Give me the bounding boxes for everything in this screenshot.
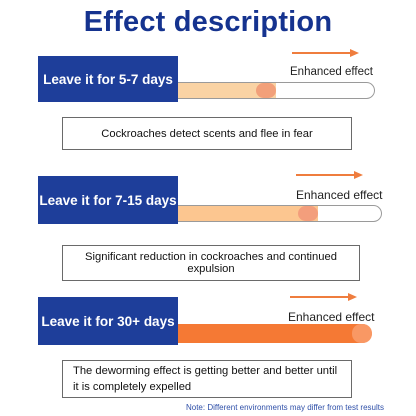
description-text: Significant reduction in cockroaches and… (85, 251, 337, 275)
enhanced-effect-label: Enhanced effect (290, 66, 373, 78)
description-text-line-1: The deworming effect is getting better a… (73, 365, 338, 377)
description-text-line-2: it is completely expelled (73, 381, 192, 393)
arrow-right-icon (292, 49, 359, 57)
effect-bar-knob (298, 206, 318, 221)
effect-bar (170, 205, 382, 222)
duration-label: Leave it for 30+ days (38, 297, 178, 345)
arrow-right-icon (296, 171, 363, 179)
footnote: Note: Different environments may differ … (185, 403, 384, 412)
effect-bar (170, 82, 375, 99)
effect-bar (170, 324, 372, 343)
duration-label: Leave it for 5-7 days (38, 56, 178, 102)
duration-label: Leave it for 7-15 days (38, 176, 178, 224)
effect-description: Significant reduction in cockroaches and… (62, 245, 360, 281)
effect-bar-fill (170, 324, 372, 343)
effect-bar-knob (256, 83, 276, 98)
effect-description: The deworming effect is getting better a… (62, 360, 352, 398)
effect-bar-fill (170, 83, 276, 98)
effect-bar-fill (170, 206, 318, 221)
description-text: Cockroaches detect scents and flee in fe… (101, 127, 313, 140)
effect-bar-knob (352, 324, 372, 343)
arrow-right-icon (290, 293, 357, 301)
enhanced-effect-label: Enhanced effect (288, 310, 375, 324)
page-title: Effect description (83, 6, 333, 38)
enhanced-effect-label: Enhanced effect (296, 188, 383, 202)
effect-description: Cockroaches detect scents and flee in fe… (62, 117, 352, 150)
